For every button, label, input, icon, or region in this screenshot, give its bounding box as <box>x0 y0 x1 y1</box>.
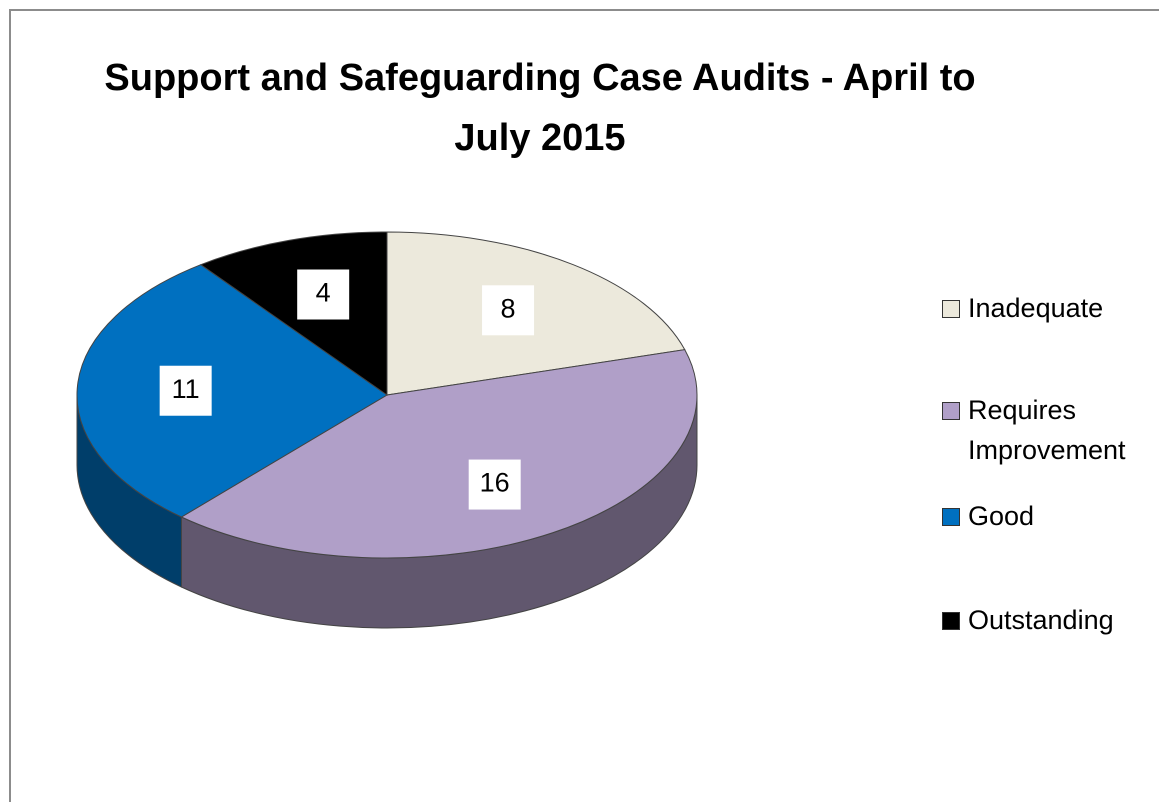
slice <box>386 231 686 396</box>
data-label-box <box>297 269 350 320</box>
legend-item: Requires Improvement <box>938 390 1153 470</box>
legend-item: Outstanding <box>938 600 1153 640</box>
data-label: 4 <box>316 278 331 308</box>
legend-label: Outstanding <box>968 605 1114 635</box>
data-label: 16 <box>480 468 510 498</box>
data-label-box <box>159 365 212 416</box>
legend-label: Inadequate <box>968 293 1104 323</box>
data-label: 11 <box>172 374 200 404</box>
legend-swatch <box>942 612 960 630</box>
legend-item: Good <box>938 496 1153 536</box>
legend-swatch <box>942 300 960 318</box>
data-label: 8 <box>501 293 516 323</box>
chart-title: Support and Safeguarding Case Audits - A… <box>104 57 976 159</box>
legend-swatch <box>942 402 960 420</box>
slice <box>76 264 388 518</box>
legend-label: Good <box>968 501 1035 531</box>
data-label-box <box>482 285 535 336</box>
legend-item: Inadequate <box>938 288 1153 328</box>
slice <box>180 349 698 559</box>
data-label-box <box>468 459 521 510</box>
legend-label: Requires Improvement <box>968 395 1126 465</box>
legend-swatch <box>942 508 960 526</box>
